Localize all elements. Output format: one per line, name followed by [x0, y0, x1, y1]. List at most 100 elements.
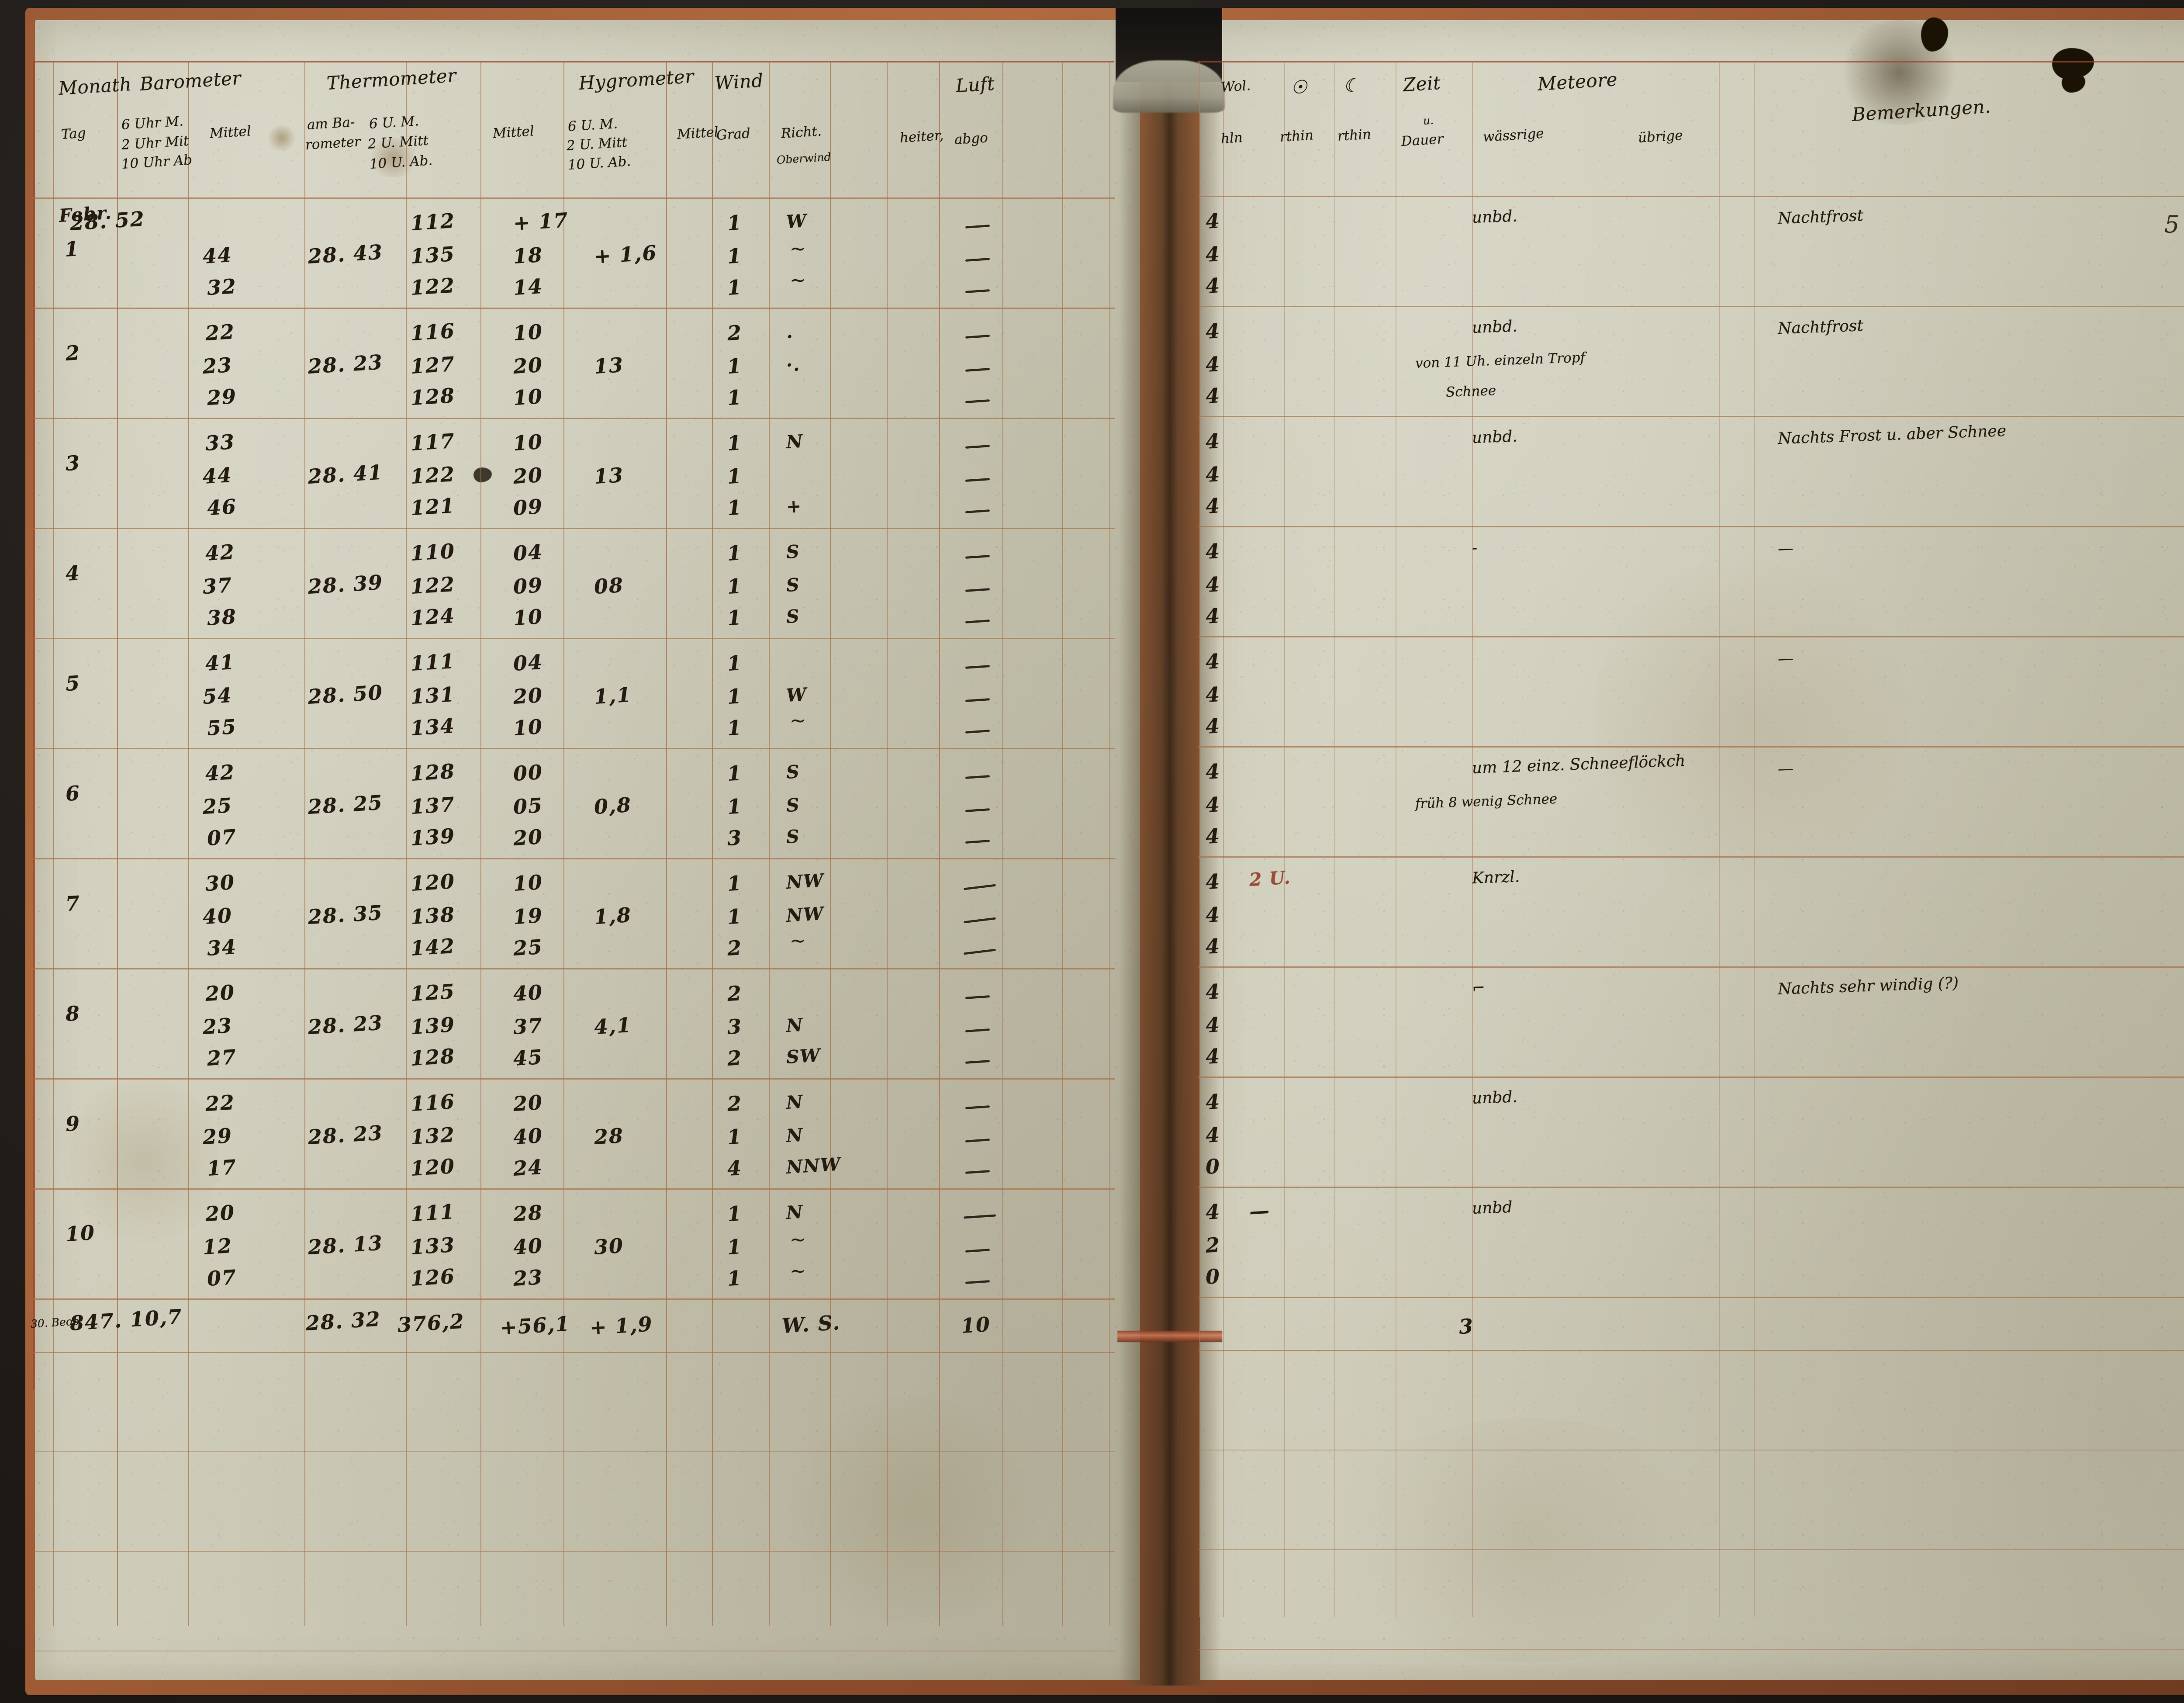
col-rule — [1754, 62, 1755, 1617]
baro-mittel: 28. 25 — [307, 790, 384, 819]
wolken-value: 4 — [1205, 1044, 1221, 1069]
summary-thermo-sum: 376,2 — [397, 1309, 466, 1337]
row-day-number: 1 — [64, 236, 80, 261]
thermo-mittel: 30 — [593, 1233, 625, 1259]
row-day-number: 5 — [65, 671, 81, 696]
wind-grad: 2 — [726, 981, 743, 1006]
thermo-reading: 45 — [512, 1045, 544, 1070]
baro-reading: 41 — [204, 650, 236, 675]
wind-direction: SW — [785, 1045, 821, 1068]
wind-grad: 1 — [726, 794, 743, 819]
thermo-reading: 00 — [512, 760, 544, 786]
luft-dash — [965, 698, 990, 702]
baro-reading: 38 — [206, 604, 238, 630]
thermo-reading: 14 — [512, 274, 544, 300]
row-rule-right — [1198, 1187, 2184, 1188]
wind-direction: W — [785, 210, 808, 232]
book-gutter — [1120, 17, 1220, 1686]
baro-reading: 17 — [206, 1155, 238, 1180]
wind-direction: N — [785, 1091, 804, 1113]
row-rule-left — [33, 748, 1115, 749]
col-rule — [712, 62, 713, 1626]
col-rule — [939, 62, 940, 1626]
thermo-at-baro-reading: 122 — [410, 572, 456, 599]
wind-direction: S — [785, 794, 801, 816]
page-border-left — [33, 61, 35, 1389]
wind-grad: 1 — [726, 243, 743, 268]
thermo-reading: 09 — [512, 573, 544, 599]
wind-direction: W — [785, 684, 808, 706]
col-rule — [1002, 62, 1003, 1626]
luft-dash — [965, 1139, 990, 1142]
row-day-number: 9 — [65, 1111, 81, 1136]
thermo-at-baro-reading: 131 — [410, 682, 456, 709]
baro-reading: 07 — [206, 1265, 238, 1291]
thermo-at-baro-reading: 121 — [410, 493, 456, 520]
baro-reading: 22 — [204, 1090, 236, 1116]
wind-grad: 1 — [726, 1234, 743, 1259]
thermo-reading: 18 — [512, 242, 544, 268]
baro-mittel: 28. 35 — [307, 900, 384, 929]
baro-reading: 22 — [204, 319, 236, 345]
meteore-waessrige-note: unbd. — [1472, 317, 1518, 337]
baro-reading: 07 — [206, 824, 238, 850]
bemerkungen-note: Nachts sehr windig (?) — [1777, 974, 1959, 998]
wind-grad: 1 — [726, 1124, 743, 1149]
luft-dash — [965, 620, 990, 623]
row-rule-left — [33, 1298, 1115, 1300]
baro-mittel: 28. 23 — [307, 1011, 384, 1039]
baro-reading: 44 — [202, 463, 233, 488]
wind-direction: NW — [785, 869, 825, 893]
wind-grad: 3 — [726, 1014, 743, 1039]
wind-grad: 2 — [726, 1045, 743, 1070]
thermo-reading: 20 — [512, 683, 544, 709]
meteore-waessrige-note: unbd. — [1472, 207, 1518, 227]
col-rule — [1284, 62, 1285, 1617]
wolken-value: 4 — [1205, 713, 1221, 738]
baro-reading: 23 — [202, 353, 233, 378]
thermo-reading: 10 — [512, 319, 544, 345]
empty-row-rule-left — [33, 1551, 1115, 1552]
luft-dash — [963, 1214, 996, 1219]
row-rule-left — [33, 418, 1115, 419]
col-rule — [188, 62, 189, 1626]
meteore-waessrige-note: unbd. — [1472, 1088, 1518, 1108]
thermo-at-baro-reading: 111 — [410, 1199, 456, 1226]
wind-grad: 2 — [726, 320, 743, 345]
thermo-reading: 37 — [512, 1013, 544, 1039]
luft-dash — [965, 445, 990, 449]
row-day-number: 3 — [65, 450, 81, 475]
wind-direction-tilde: ~ — [790, 1229, 806, 1251]
wind-direction-tilde: ~ — [790, 269, 806, 291]
baro-reading: 37 — [202, 573, 233, 599]
spine-headcap — [1113, 60, 1225, 113]
wind-grad: 1 — [726, 353, 743, 378]
luft-dash — [965, 1280, 990, 1284]
thermo-at-baro-reading: 117 — [410, 429, 456, 455]
baro-reading: 20 — [204, 980, 236, 1006]
col-rule — [1719, 62, 1720, 1617]
wind-direction: NNW — [785, 1153, 842, 1178]
baro-reading: 29 — [206, 384, 238, 410]
thermo-at-baro-reading: 125 — [410, 979, 456, 1006]
thermo-at-baro-reading: 112 — [410, 208, 456, 235]
wolken-value: 4 — [1205, 208, 1221, 233]
wolken-value: 4 — [1205, 934, 1221, 959]
wind-grad: 1 — [726, 430, 743, 455]
col-rule — [53, 62, 54, 1626]
wolken-value: 4 — [1205, 383, 1221, 408]
row-rule-left — [33, 858, 1115, 859]
wind-grad: 1 — [726, 715, 743, 740]
baro-reading: 32 — [206, 274, 238, 300]
thermo-reading: 10 — [512, 604, 544, 630]
wind-grad: 1 — [726, 871, 743, 896]
wind-grad: 1 — [726, 385, 743, 410]
thermo-reading: 10 — [512, 870, 544, 896]
wind-direction: S — [785, 606, 801, 627]
baro-reading: 20 — [204, 1200, 236, 1226]
row-rule-right — [1198, 636, 2184, 637]
thermo-at-baro-reading: 132 — [410, 1122, 456, 1149]
luft-dash — [965, 289, 990, 293]
bemerkungen-note: Nachts Frost u. aber Schnee — [1777, 422, 2007, 448]
